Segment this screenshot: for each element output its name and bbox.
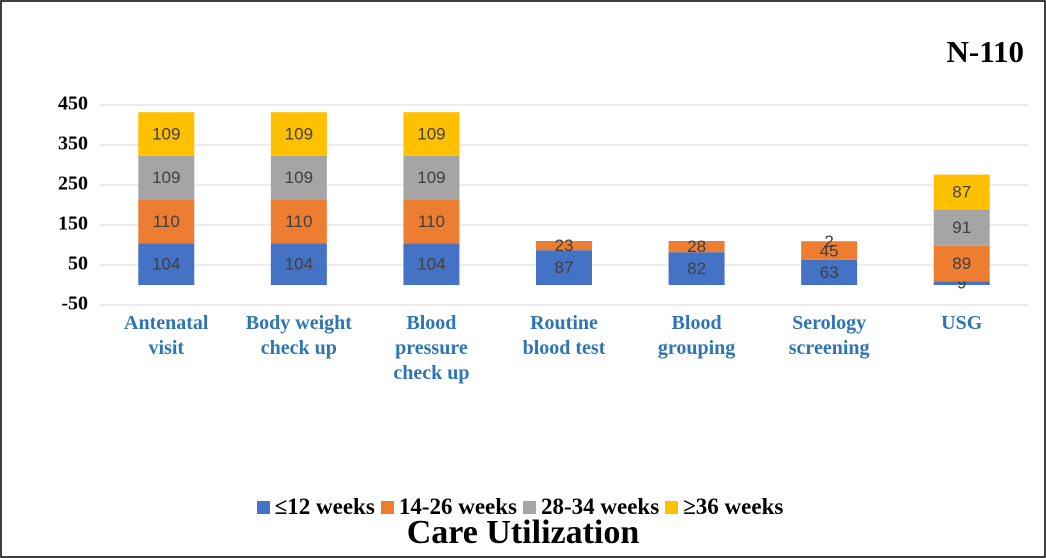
legend-swatch xyxy=(256,500,270,514)
bar-segment xyxy=(536,241,592,251)
legend-swatch xyxy=(380,500,394,514)
value-label: 104 xyxy=(152,255,180,274)
legend-label: 14-26 weeks xyxy=(398,494,517,519)
value-label: 109 xyxy=(285,124,313,143)
bar-segment xyxy=(933,281,990,285)
bar-segment xyxy=(668,252,725,285)
x-tick-label: Blood pressure check up xyxy=(393,312,470,384)
bar-segment xyxy=(270,112,327,156)
bar-segment xyxy=(403,199,460,244)
x-tick-label: Antenatal visit xyxy=(124,312,209,359)
bar-segment xyxy=(933,245,990,282)
y-tick-label: 150 xyxy=(58,213,88,235)
bar-segment xyxy=(138,155,195,200)
bar-segment xyxy=(801,241,858,242)
value-label: 104 xyxy=(417,255,445,274)
value-label: 87 xyxy=(555,258,574,277)
y-tick-label: 250 xyxy=(58,173,88,195)
legend-item: 14-26 weeks xyxy=(380,494,517,520)
x-tick-label: Serology screening xyxy=(788,312,870,359)
x-tick-label: Body weight check up xyxy=(245,312,352,359)
legend-swatch xyxy=(523,500,536,514)
bar-segment xyxy=(403,243,460,285)
x-tick-label: Blood grouping xyxy=(657,312,736,359)
bar-segment xyxy=(138,199,195,244)
y-tick-label: 350 xyxy=(58,133,88,155)
value-label: 89 xyxy=(952,254,971,273)
value-label: 109 xyxy=(152,124,180,143)
value-label: 87 xyxy=(952,182,971,201)
bar-segment xyxy=(403,112,460,156)
value-label: 109 xyxy=(152,168,180,187)
bar-segment xyxy=(933,174,990,210)
legend-label: 28-34 weeks xyxy=(541,494,660,519)
y-tick-label: -50 xyxy=(61,293,88,315)
legend-item: 28-34 weeks xyxy=(523,494,659,520)
bar-segment xyxy=(403,155,460,200)
value-label: 9 xyxy=(957,274,966,293)
bar-segment xyxy=(270,243,327,285)
value-label: 109 xyxy=(285,168,313,187)
value-label: 91 xyxy=(952,218,971,237)
legend-label: ≤12 weeks xyxy=(274,494,375,519)
legend: ≤12 weeks 14-26 weeks 28-34 weeks ≥36 weeks xyxy=(0,494,1046,520)
legend-swatch xyxy=(665,500,679,514)
value-label: 45 xyxy=(820,241,839,260)
bar-segment xyxy=(801,259,858,285)
bar-segment xyxy=(138,112,195,156)
legend-item: ≤12 weeks xyxy=(256,494,375,520)
value-label: 63 xyxy=(820,263,839,282)
bar-segment xyxy=(138,243,195,285)
value-label: 110 xyxy=(285,212,312,231)
x-tick-label: Routine blood test xyxy=(522,312,606,359)
legend-item: ≥36 weeks xyxy=(665,494,783,520)
bar-segment xyxy=(933,209,990,246)
value-label: 110 xyxy=(418,212,445,231)
y-tick-label: 450 xyxy=(58,93,88,115)
bar-segment xyxy=(270,199,327,244)
value-label: 82 xyxy=(687,259,706,278)
value-label: 109 xyxy=(417,168,445,187)
bar-segment xyxy=(801,241,858,260)
value-label: 104 xyxy=(285,255,313,274)
value-label: 110 xyxy=(153,212,180,231)
value-label: 28 xyxy=(687,237,706,256)
annotation: N-110 xyxy=(946,34,1025,69)
legend-label: ≥36 weeks xyxy=(683,494,784,519)
bar-segment xyxy=(270,155,327,200)
bar-segment xyxy=(536,250,592,285)
bar-segment xyxy=(668,241,725,253)
value-label: 2 xyxy=(824,232,833,251)
y-tick-label: 50 xyxy=(68,253,88,275)
x-tick-label: USG xyxy=(941,312,983,334)
chart-title: Care Utilization xyxy=(406,514,640,551)
value-label: 109 xyxy=(417,124,445,143)
value-label: 23 xyxy=(555,236,574,255)
